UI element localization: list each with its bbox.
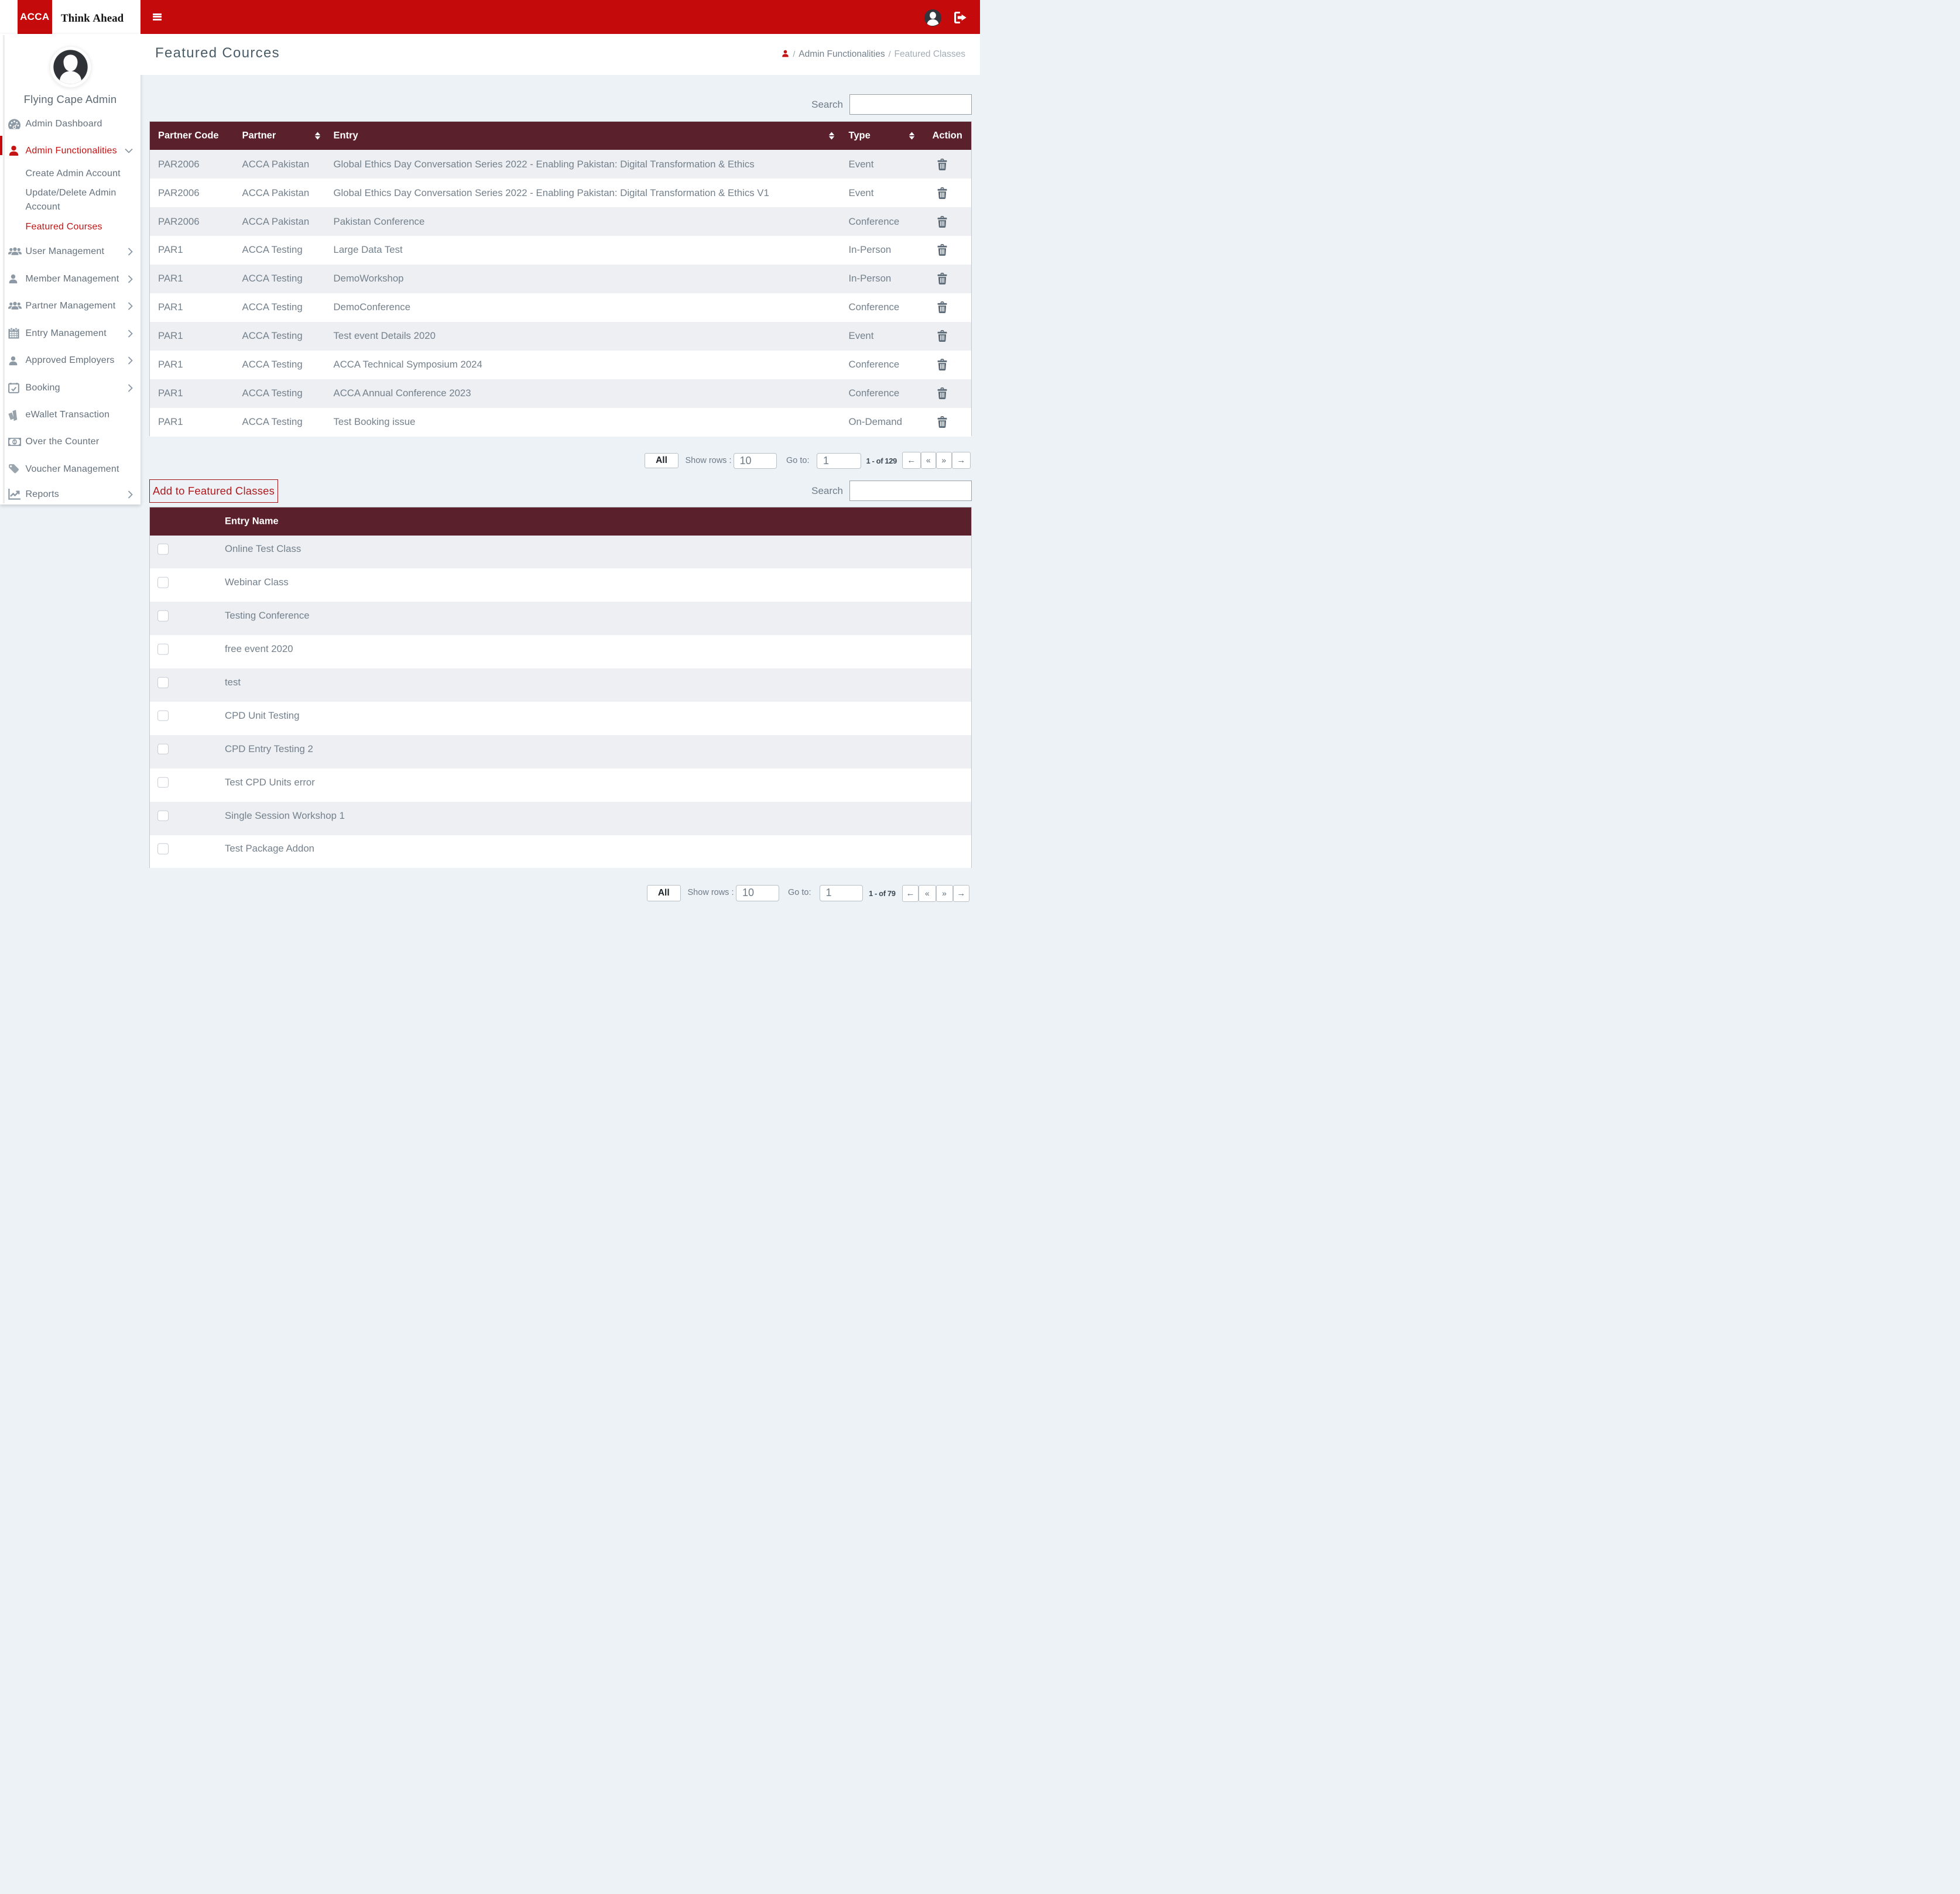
svg-text:1: 1 [13, 440, 16, 445]
